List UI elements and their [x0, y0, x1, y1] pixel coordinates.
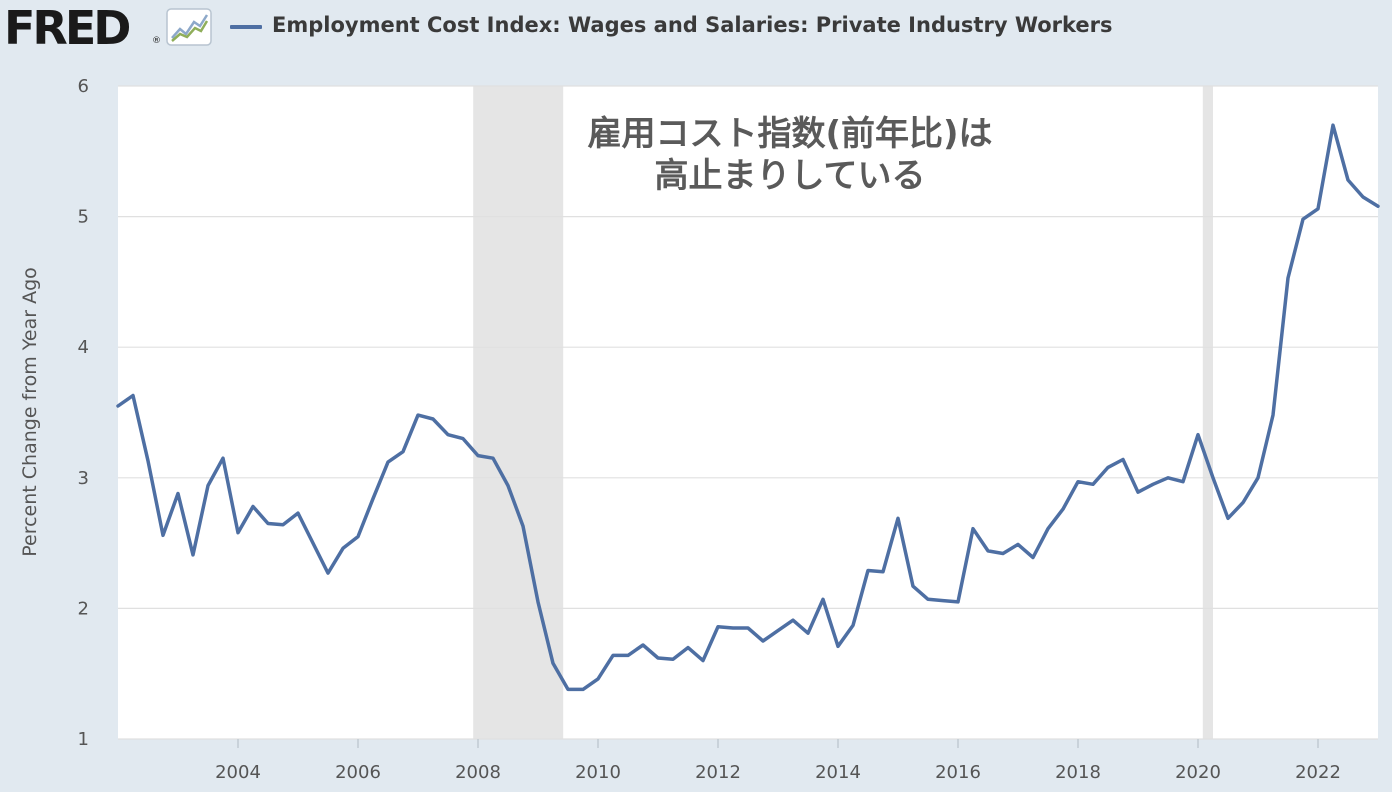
y-tick-label: 4	[78, 337, 89, 358]
registered-mark: ®	[152, 36, 161, 46]
annotation-line-1: 雇用コスト指数(前年比)は	[587, 114, 993, 154]
series-line	[116, 123, 1380, 692]
chart-header: FRED ® Employment Cost Index: Wages and …	[0, 0, 1392, 60]
legend-swatch	[230, 25, 262, 29]
series-layer	[116, 123, 1380, 692]
x-tick-label: 2010	[575, 762, 621, 783]
x-tick-label: 2012	[695, 762, 741, 783]
fred-logo[interactable]: FRED	[4, 1, 131, 55]
x-tick-label: 2022	[1295, 762, 1341, 783]
y-axis-title: Percent Change from Year Ago	[19, 267, 41, 557]
x-tick-label: 2014	[815, 762, 861, 783]
recession-shading-layer	[473, 86, 1213, 739]
chart-annotation: 雇用コスト指数(前年比)は 高止まりしている	[540, 113, 1040, 197]
recession-band	[1202, 86, 1213, 739]
x-axis-ticks: 2004 2006 2008 2010 2012 2014 2016 2018 2020 2022	[215, 739, 1341, 783]
y-tick-label: 3	[78, 468, 89, 489]
gridlines	[118, 85, 1378, 740]
annotation-line-2: 高止まりしている	[654, 156, 926, 196]
trend-graph-icon	[166, 8, 212, 46]
x-tick-label: 2004	[215, 762, 261, 783]
x-tick-label: 2018	[1055, 762, 1101, 783]
legend-series-label[interactable]: Employment Cost Index: Wages and Salarie…	[272, 13, 1113, 37]
x-tick-label: 2008	[455, 762, 501, 783]
y-tick-label: 1	[78, 729, 89, 750]
x-tick-label: 2016	[935, 762, 981, 783]
y-tick-label: 2	[78, 598, 89, 619]
y-tick-label: 6	[78, 76, 89, 97]
y-axis-ticks: 1 2 3 4 5 6	[78, 76, 89, 750]
x-tick-label: 2020	[1175, 762, 1221, 783]
y-tick-label: 5	[78, 207, 89, 228]
x-tick-label: 2006	[335, 762, 381, 783]
recession-band	[473, 86, 564, 739]
